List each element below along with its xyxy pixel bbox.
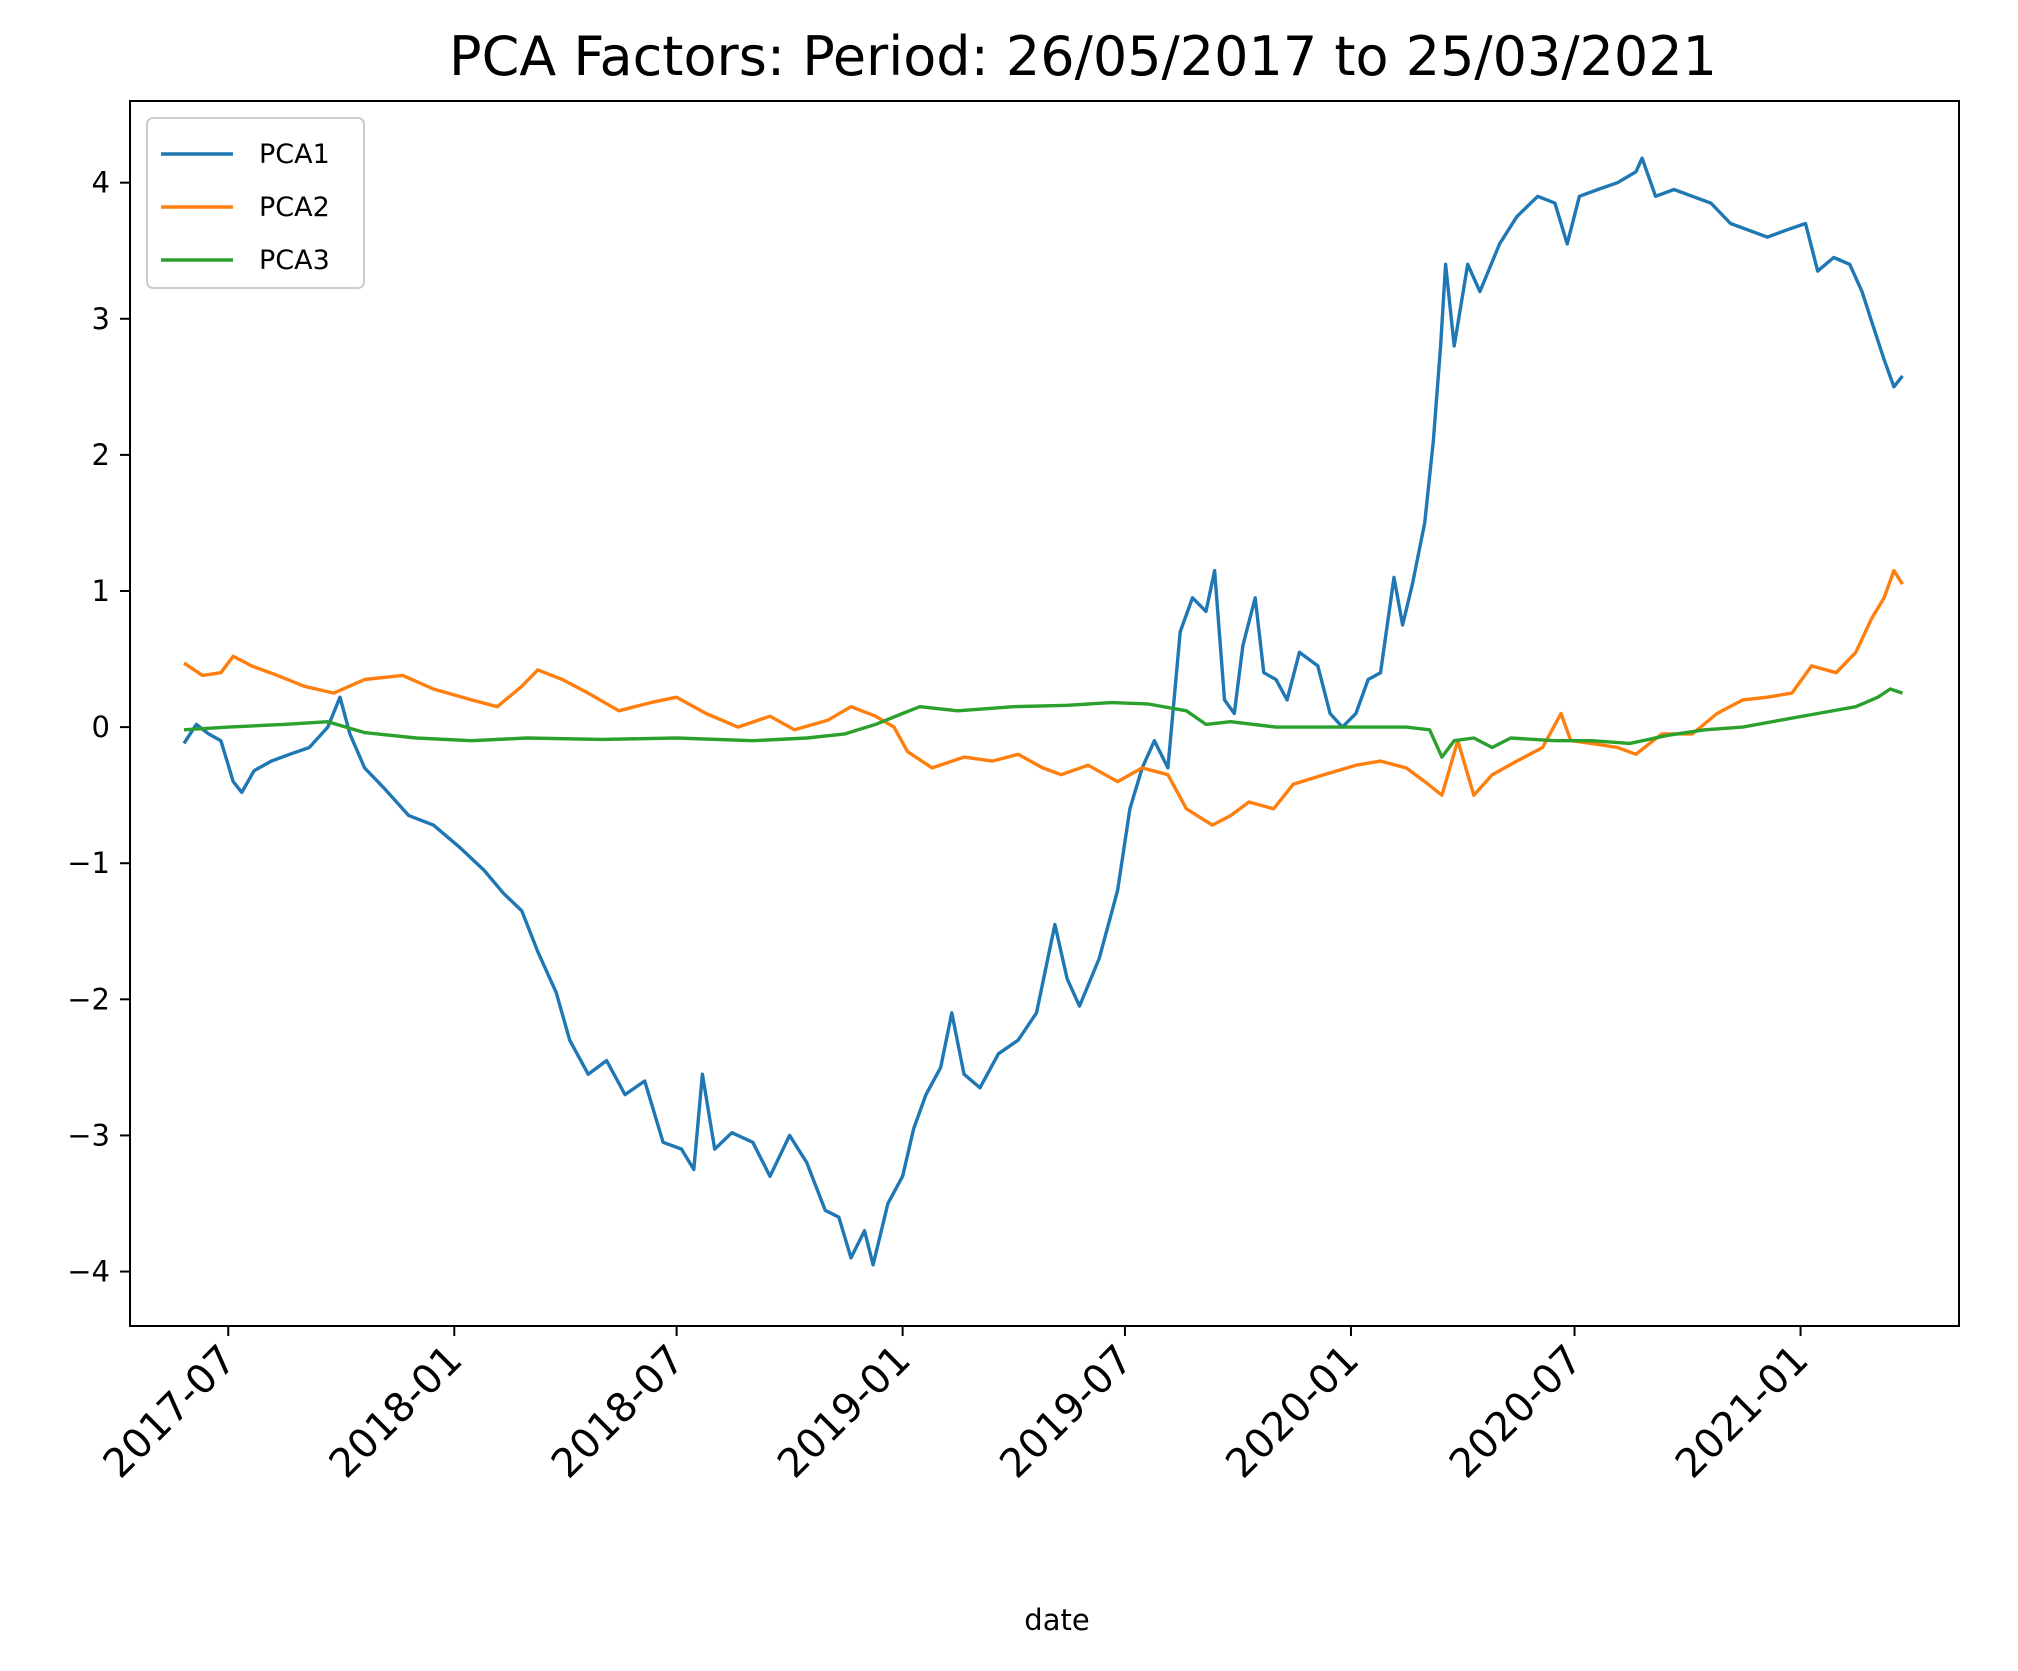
y-tick-label: 0 (92, 710, 110, 744)
legend-box (146, 117, 365, 289)
legend-label-pca3: PCA3 (259, 245, 330, 276)
x-tick-label: 2018-01 (321, 1337, 472, 1488)
x-axis: 2017-07 2018-01 2018-07 2019-01 2019-07 2020-… (95, 1326, 1818, 1487)
series-line-pca1 (182, 156, 1904, 1267)
series-line-pca2 (183, 568, 1904, 827)
x-tick-label: 2017-07 (95, 1337, 246, 1488)
legend-label-pca1: PCA1 (259, 139, 330, 170)
x-tick-label: 2019-01 (769, 1337, 920, 1488)
x-tick-label: 2021-01 (1667, 1337, 1818, 1488)
x-tick-label: 2020-07 (1441, 1337, 1592, 1488)
x-tick-label: 2018-07 (543, 1337, 694, 1488)
y-axis: −4 −3 −2 −1 0 1 2 3 4 (67, 166, 130, 1289)
y-tick-label: 4 (92, 166, 110, 200)
x-tick-label: 2020-01 (1217, 1337, 1368, 1488)
x-tick-label: 2019-07 (991, 1337, 1142, 1488)
y-tick-label: −1 (67, 846, 110, 880)
y-tick-label: 3 (92, 302, 110, 336)
series-line-pca3 (183, 687, 1904, 759)
plot-frame (129, 100, 1960, 1327)
legend-label-pca2: PCA2 (259, 192, 330, 223)
y-tick-label: −4 (67, 1255, 110, 1289)
x-axis-label: date (1024, 1603, 1089, 1637)
y-tick-label: −3 (67, 1118, 110, 1152)
y-tick-label: 1 (92, 574, 110, 608)
y-tick-label: −2 (67, 982, 110, 1016)
y-tick-label: 2 (92, 438, 110, 472)
chart-title: PCA Factors: Period: 26/05/2017 to 25/03… (449, 25, 1717, 88)
series-lines (182, 156, 1904, 1267)
legend: PCA1 PCA2 PCA3 (146, 117, 365, 289)
